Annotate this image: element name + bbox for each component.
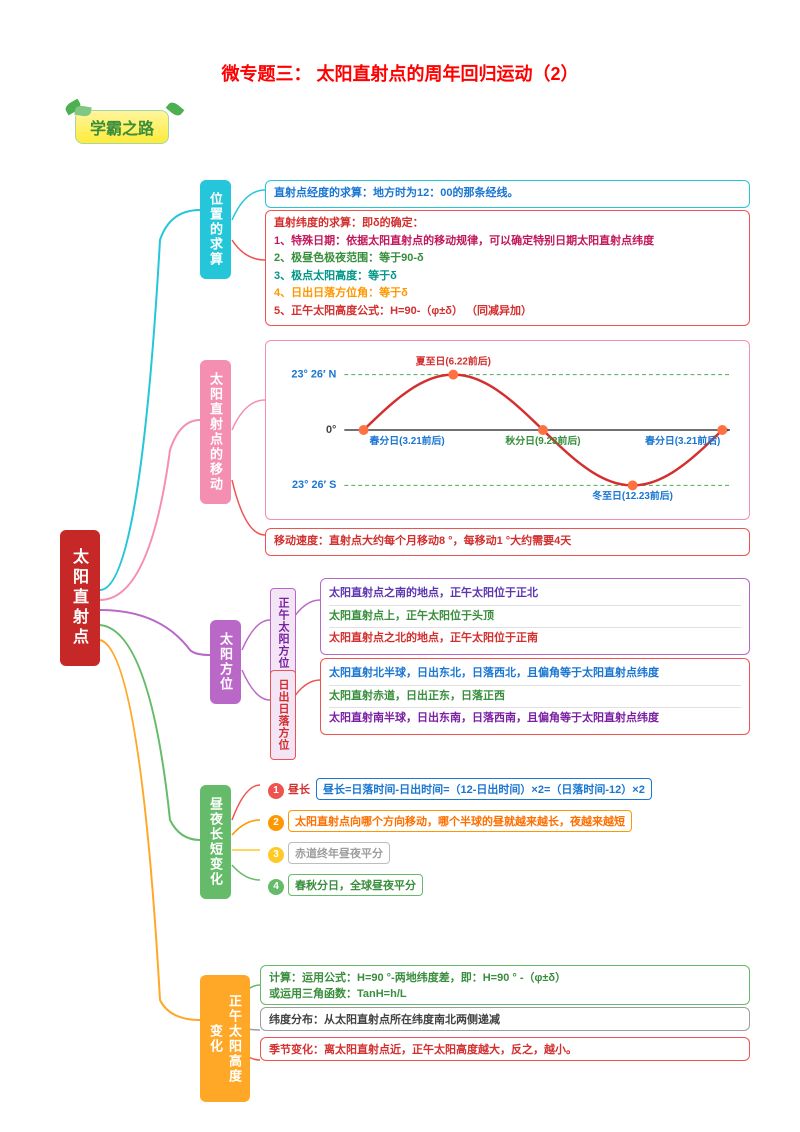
num-badge: 3 (268, 847, 284, 863)
svg-text:春分日(3.21前后): 春分日(3.21前后) (370, 434, 445, 447)
svg-text:夏至日(6.22前后): 夏至日(6.22前后) (415, 355, 491, 368)
line: 3、极点太阳高度：等于δ (274, 268, 741, 286)
item-text: 春秋分日，全球昼夜平分 (288, 874, 423, 896)
sine-chart: 23° 26′ N 0° 23° 26′ S 春分日(3.21前后) 夏至日(6.22前… (265, 340, 750, 520)
daynight-item: 3赤道终年昼夜平分 (260, 839, 750, 867)
svg-text:23° 26′ S: 23° 26′ S (292, 479, 336, 491)
text: 直射点经度的求算：地方时为12：00的那条经线。 (274, 187, 518, 199)
svg-text:0°: 0° (326, 424, 336, 436)
svg-text:秋分日(9.23前后): 秋分日(9.23前后) (505, 434, 580, 447)
line: 2、极昼色极夜范围：等于90-δ (274, 250, 741, 268)
line: 1、特殊日期：依据太阳直射点的移动规律，可以确定特别日期太阳直射点纬度 (274, 233, 741, 251)
daynight-item: 4春秋分日，全球昼夜平分 (260, 871, 750, 899)
daynight-item: 2太阳直射点向哪个方向移动，哪个半球的昼就越来越长，夜越来越短 (260, 807, 750, 835)
branch-daynight: 昼夜长短变化 (200, 785, 231, 899)
sub-noon: 正午太阳方位 (270, 588, 296, 678)
line: 4、日出日落方位角：等于δ (274, 285, 741, 303)
line: 直射纬度的求算：即δ的确定： (274, 215, 741, 233)
noon-alt-item: 季节变化：离太阳直射点近，正午太阳高度越大，反之，越小。 (260, 1037, 750, 1061)
text: 移动速度：直射点大约每个月移动8 °，每移动1 °大约需要4天 (274, 535, 571, 547)
root-node: 太阳直射点 (60, 530, 100, 666)
svg-text:23° 26′ N: 23° 26′ N (291, 368, 336, 380)
page-title: 微专题三： 太阳直射点的周年回归运动（2） (0, 0, 800, 86)
branch-position: 位置的求算 (200, 180, 231, 279)
line: 太阳直射南半球，日出东南，日落西南，且偏角等于太阳直射点纬度 (329, 707, 741, 730)
badge-label: 学霸之路 (75, 110, 169, 144)
item-text: 赤道终年昼夜平分 (288, 842, 390, 864)
line: 太阳直射北半球，日出东北，日落西北，且偏角等于太阳直射点纬度 (329, 663, 741, 685)
line: 太阳直射赤道，日出正东，日落正西 (329, 685, 741, 708)
item-text: 昼长=日落时间-日出时间=（12-日出时间）×2=（日落时间-12）×2 (316, 778, 652, 800)
box-latitude: 直射纬度的求算：即δ的确定：1、特殊日期：依据太阳直射点的移动规律，可以确定特别… (265, 210, 750, 326)
box-sunrise-dir: 太阳直射北半球，日出东北，日落西北，且偏角等于太阳直射点纬度太阳直射赤道，日出正… (320, 658, 750, 735)
svg-text:冬至日(12.23前后): 冬至日(12.23前后) (592, 489, 673, 502)
item-label: 昼长 (288, 784, 310, 796)
num-badge: 1 (268, 783, 284, 799)
mindmap: 太阳直射点 位置的求算 直射点经度的求算：地方时为12：00的那条经线。 直射纬… (60, 180, 760, 1102)
branch-direction: 太阳方位 (210, 620, 241, 704)
badge-container: 学霸之路 (75, 110, 169, 144)
num-badge: 4 (268, 879, 284, 895)
box-longitude: 直射点经度的求算：地方时为12：00的那条经线。 (265, 180, 750, 208)
num-badge: 2 (268, 815, 284, 831)
box-noon-dir: 太阳直射点之南的地点，正午太阳位于正北太阳直射点上，正午太阳位于头顶太阳直射点之… (320, 578, 750, 655)
daynight-item: 1 昼长昼长=日落时间-日出时间=（12-日出时间）×2=（日落时间-12）×2 (260, 775, 750, 803)
line: 5、正午太阳高度公式：H=90-（φ±δ） （同减异加） (274, 303, 741, 321)
noon-alt-item: 计算：运用公式：H=90 °-两地纬度差，即：H=90 ° -（φ±δ） 或运用… (260, 965, 750, 1005)
svg-text:春分日(3.21前后): 春分日(3.21前后) (645, 434, 720, 447)
line: 太阳直射点之南的地点，正午太阳位于正北 (329, 583, 741, 605)
line: 太阳直射点之北的地点，正午太阳位于正南 (329, 627, 741, 650)
noon-alt-item: 纬度分布：从太阳直射点所在纬度南北两侧递减 (260, 1007, 750, 1031)
sub-sunrise: 日出日落方位 (270, 670, 296, 760)
line: 太阳直射点上，正午太阳位于头顶 (329, 605, 741, 628)
branch-noon-alt: 正午太阳高度变化 (200, 975, 250, 1102)
branch-movement: 太阳直射点的移动 (200, 360, 231, 504)
box-speed: 移动速度：直射点大约每个月移动8 °，每移动1 °大约需要4天 (265, 528, 750, 556)
item-text: 太阳直射点向哪个方向移动，哪个半球的昼就越来越长，夜越来越短 (288, 810, 632, 832)
